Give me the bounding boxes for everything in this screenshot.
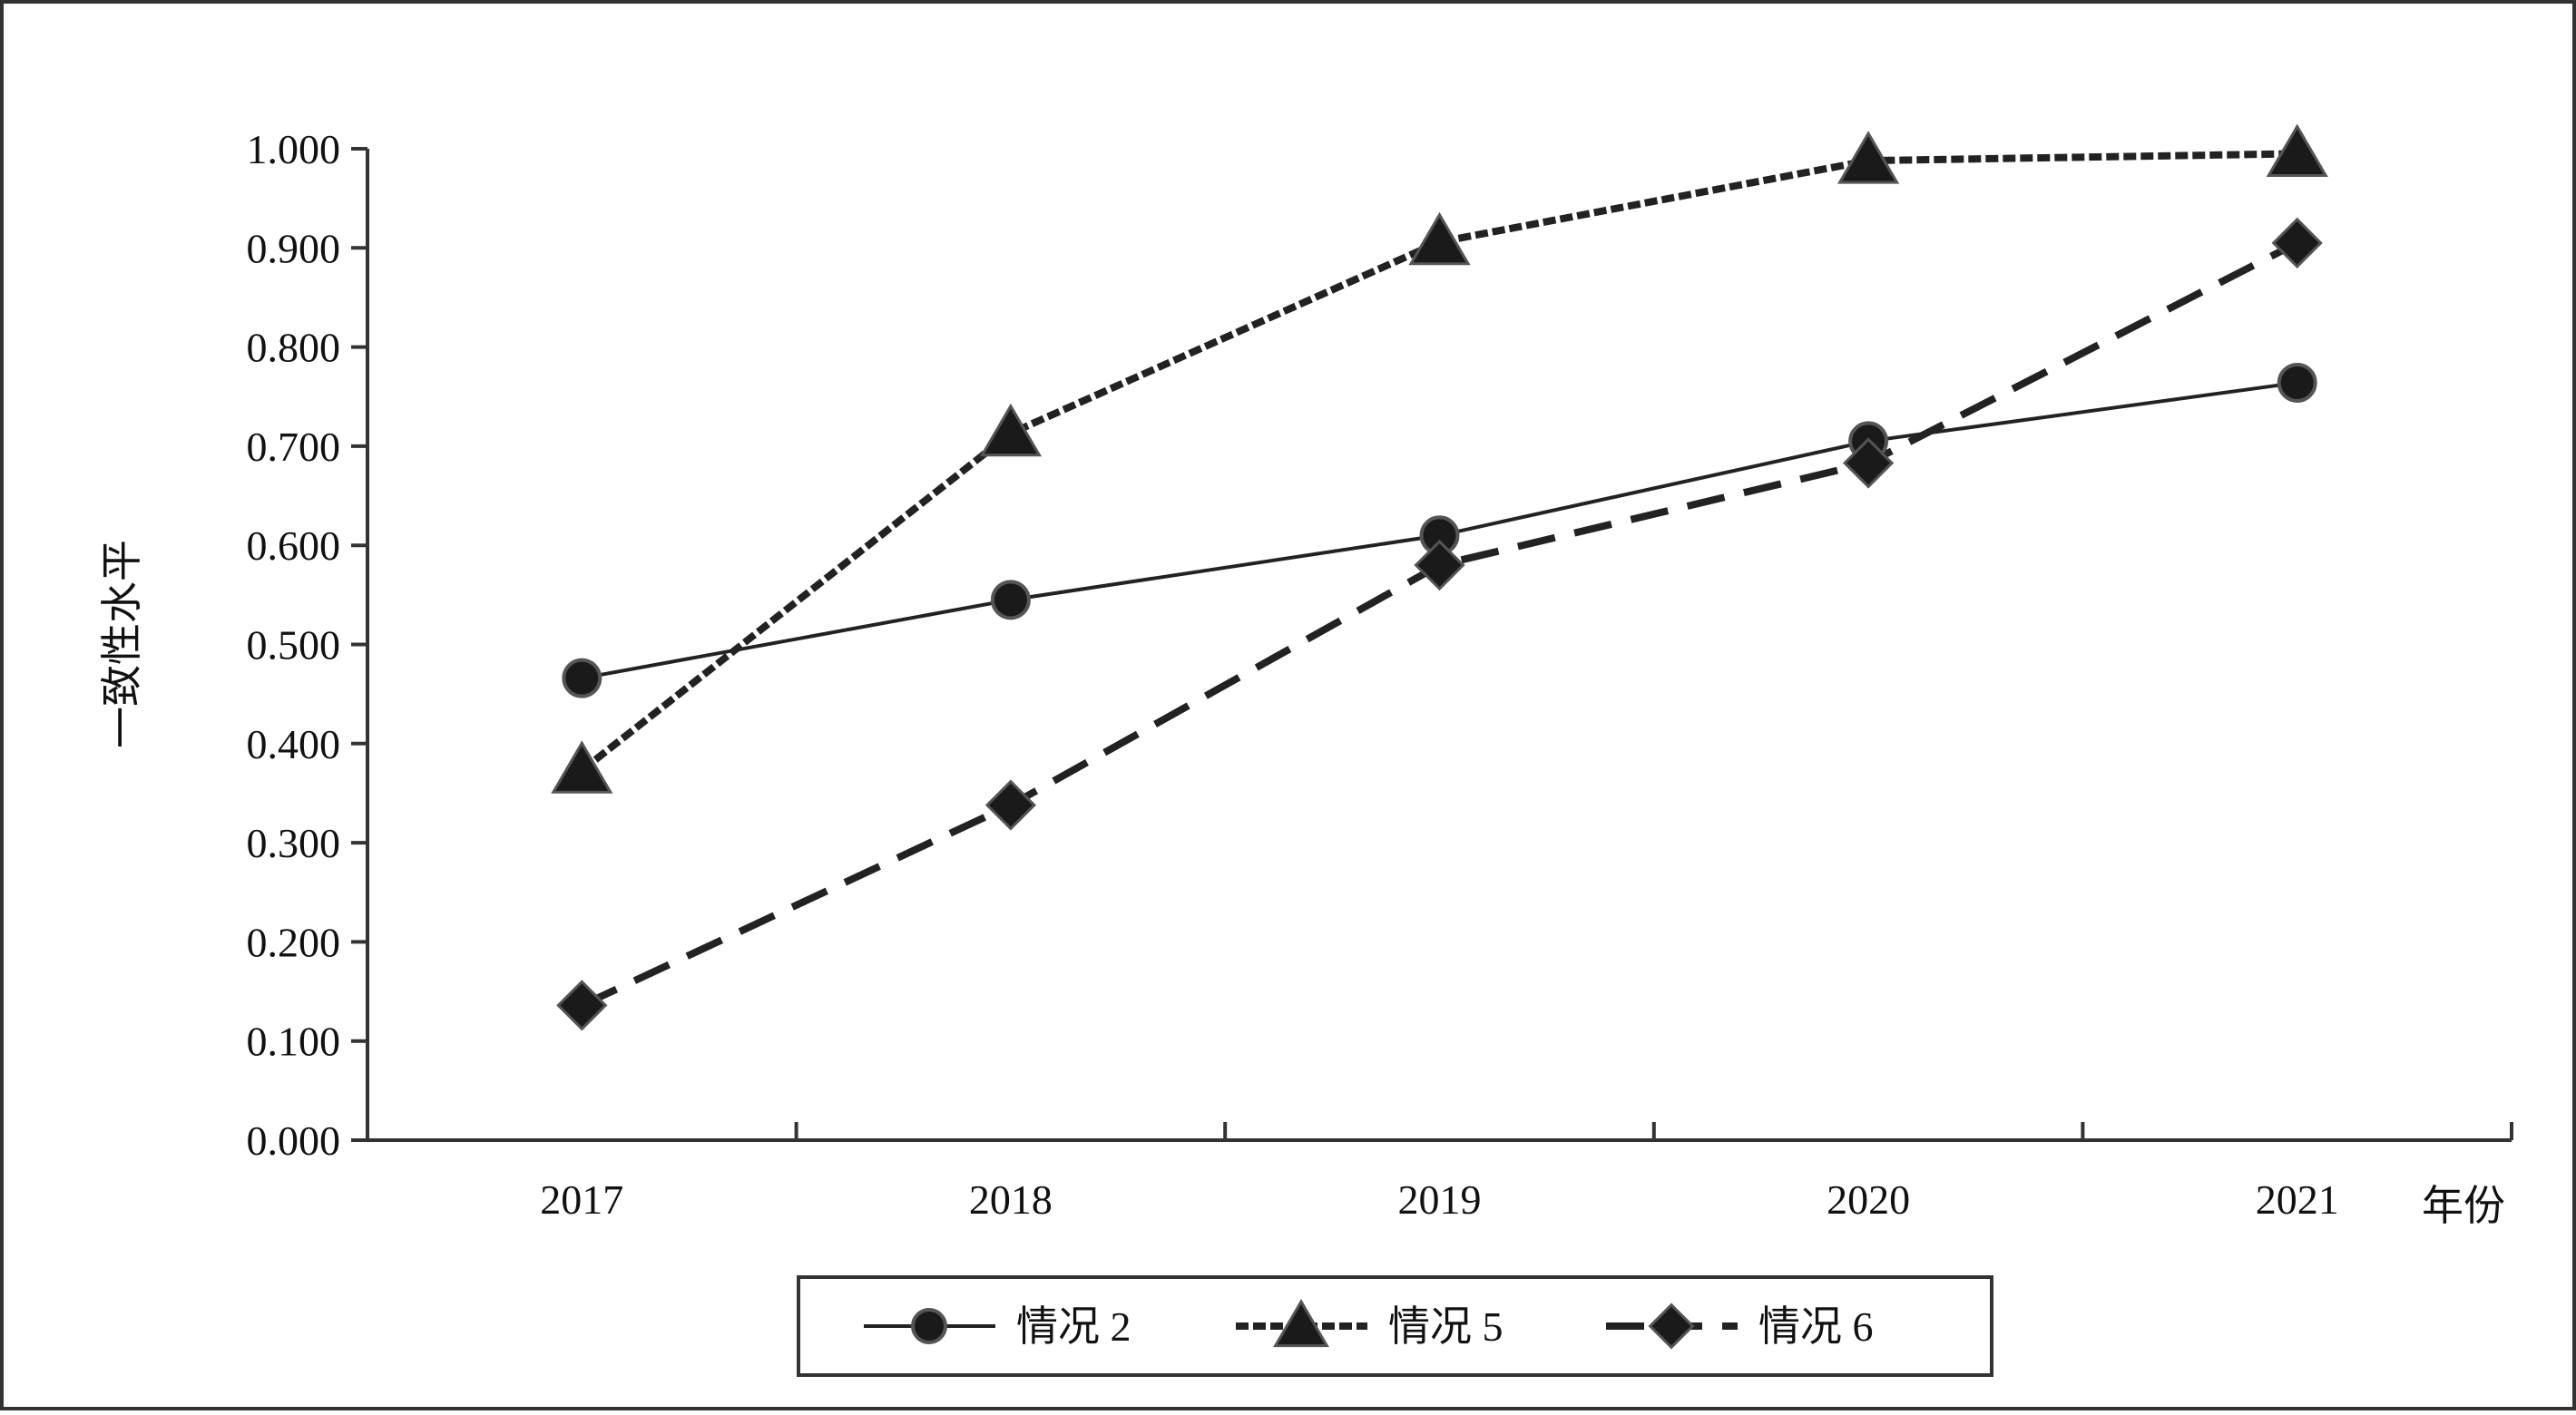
data-point-series-3 (1414, 539, 1465, 591)
y-tick-label: 0.000 (247, 1117, 341, 1164)
series-line-3 (580, 239, 2299, 1009)
y-tick-label: 0.100 (247, 1019, 341, 1065)
data-point-series-2 (1837, 131, 1900, 184)
y-axis-label: 一致性水平 (99, 540, 145, 748)
legend-box (797, 1275, 1993, 1377)
y-tick-label: 0.200 (247, 919, 341, 965)
y-axis-ticks (351, 147, 367, 1142)
series-line-2 (579, 150, 2297, 774)
data-point-series-3 (984, 779, 1037, 831)
x-tick-label: 2020 (1827, 1176, 1910, 1223)
x-tick-label: 2018 (969, 1176, 1053, 1223)
x-tick-label: 2021 (2256, 1176, 2339, 1223)
data-point-series-3 (1842, 437, 1895, 489)
legend-label: 情况 6 (1758, 1303, 1874, 1350)
legend-label: 情况 5 (1388, 1303, 1503, 1350)
legend-marker (911, 1308, 947, 1344)
y-axis-tick-labels: 0.000 0.100 0.200 0.300 0.400 0.500 0.600 0.700… (247, 126, 341, 1164)
x-tick-label: 2019 (1398, 1176, 1482, 1223)
data-point-series-1 (2277, 362, 2317, 403)
y-tick-label: 0.400 (247, 721, 341, 767)
x-tick-label: 2017 (540, 1176, 623, 1223)
data-point-series-3 (556, 980, 608, 1031)
data-point-series-2 (2266, 123, 2328, 177)
x-axis-label: 年份 (2422, 1183, 2505, 1229)
series-markers (551, 123, 2328, 1031)
data-point-series-2 (1408, 211, 1471, 266)
y-tick-label: 0.900 (247, 225, 341, 271)
data-point-series-1 (562, 658, 602, 698)
legend-item: 情况 6 (1606, 1303, 1874, 1350)
legend-items: 情况 2 情况 5 情况 6 (864, 1299, 1874, 1350)
x-axis-tick-labels: 2017 2018 2019 2020 2021 (540, 1176, 2338, 1223)
x-axis-ticks (794, 1122, 2513, 1140)
legend-item: 情况 2 (864, 1303, 1131, 1350)
y-tick-label: 0.800 (247, 325, 341, 371)
data-point-series-2 (979, 403, 1043, 457)
y-tick-label: 1.000 (247, 126, 341, 172)
data-point-series-3 (2271, 217, 2323, 268)
y-tick-label: 0.500 (247, 622, 341, 668)
legend-item: 情况 5 (1236, 1299, 1503, 1350)
legend: 情况 2 情况 5 情况 6 (797, 1275, 1993, 1377)
y-tick-label: 0.300 (247, 820, 341, 866)
legend-label: 情况 2 (1016, 1303, 1131, 1350)
legend-marker (1273, 1299, 1329, 1348)
y-tick-label: 0.700 (247, 424, 341, 470)
data-point-series-2 (551, 740, 613, 794)
legend-marker (1648, 1303, 1695, 1350)
y-tick-label: 0.600 (247, 522, 341, 569)
data-point-series-1 (990, 580, 1031, 620)
